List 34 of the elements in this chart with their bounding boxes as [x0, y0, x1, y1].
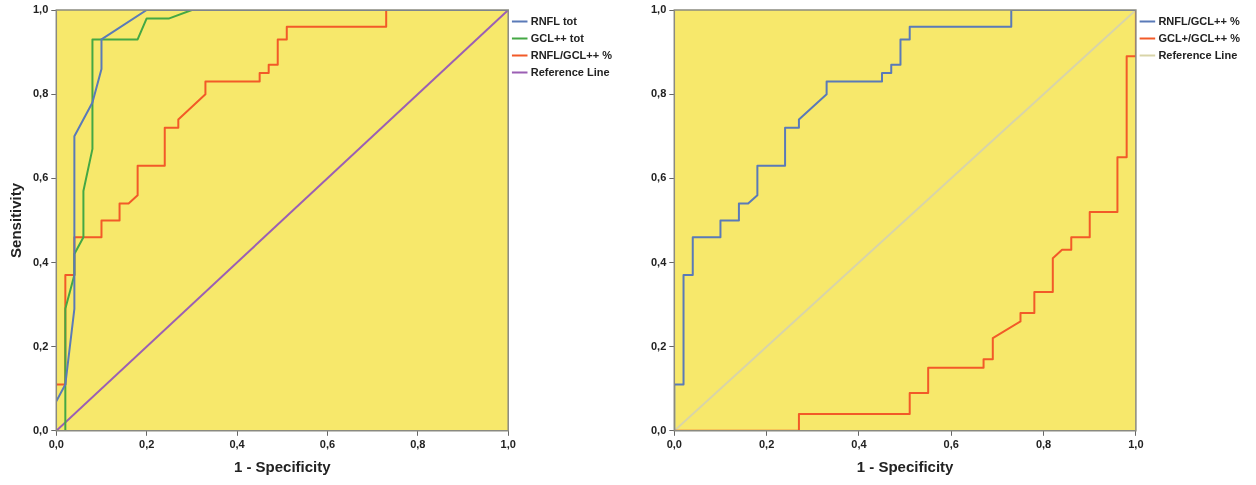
x-tick-label: 0,0: [666, 438, 682, 451]
legend-label: RNFL/GCL++ %: [1158, 14, 1240, 27]
x-tick-label: 0,8: [1035, 438, 1052, 451]
x-axis-title: 1 - Specificity: [233, 458, 332, 476]
y-tick-label: 0,0: [32, 423, 49, 436]
x-tick-label: 0,0: [48, 438, 64, 451]
x-tick-label: 0,4: [229, 438, 246, 451]
y-tick-label: 0,4: [650, 255, 668, 268]
y-tick-label: 0,8: [32, 87, 49, 100]
legend-label: GCL+/GCL++ %: [1158, 31, 1241, 44]
x-tick-label: 0,2: [758, 438, 775, 451]
y-tick-label: 0,2: [32, 339, 49, 352]
legend-label: Reference Line: [1158, 48, 1238, 61]
x-tick-label: 0,4: [851, 438, 868, 451]
legend-label: RNFL/GCL++ %: [530, 48, 613, 61]
y-tick-label: 1,0: [32, 3, 49, 16]
x-tick-label: 0,6: [319, 438, 336, 451]
x-tick-label: 0,8: [410, 438, 426, 451]
y-tick-label: 0,0: [650, 423, 667, 436]
y-tick-label: 0,6: [32, 171, 49, 184]
y-tick-label: 0,6: [650, 171, 667, 184]
y-axis-title: Sensitivity: [7, 182, 25, 258]
x-tick-label: 0,2: [139, 438, 155, 451]
y-tick-label: 1,0: [650, 3, 667, 16]
legend-label: Reference Line: [530, 65, 610, 78]
y-tick-label: 0,2: [650, 339, 667, 352]
x-tick-label: 0,6: [943, 438, 959, 451]
y-tick-label: 0,8: [650, 87, 667, 100]
x-tick-label: 1,0: [1128, 438, 1144, 451]
legend-label: GCL++ tot: [530, 31, 585, 44]
x-tick-label: 1,0: [500, 438, 516, 451]
y-tick-label: 0,4: [32, 255, 50, 268]
x-axis-title: 1 - Specificity: [856, 458, 955, 476]
legend-label: RNFL tot: [530, 14, 578, 27]
